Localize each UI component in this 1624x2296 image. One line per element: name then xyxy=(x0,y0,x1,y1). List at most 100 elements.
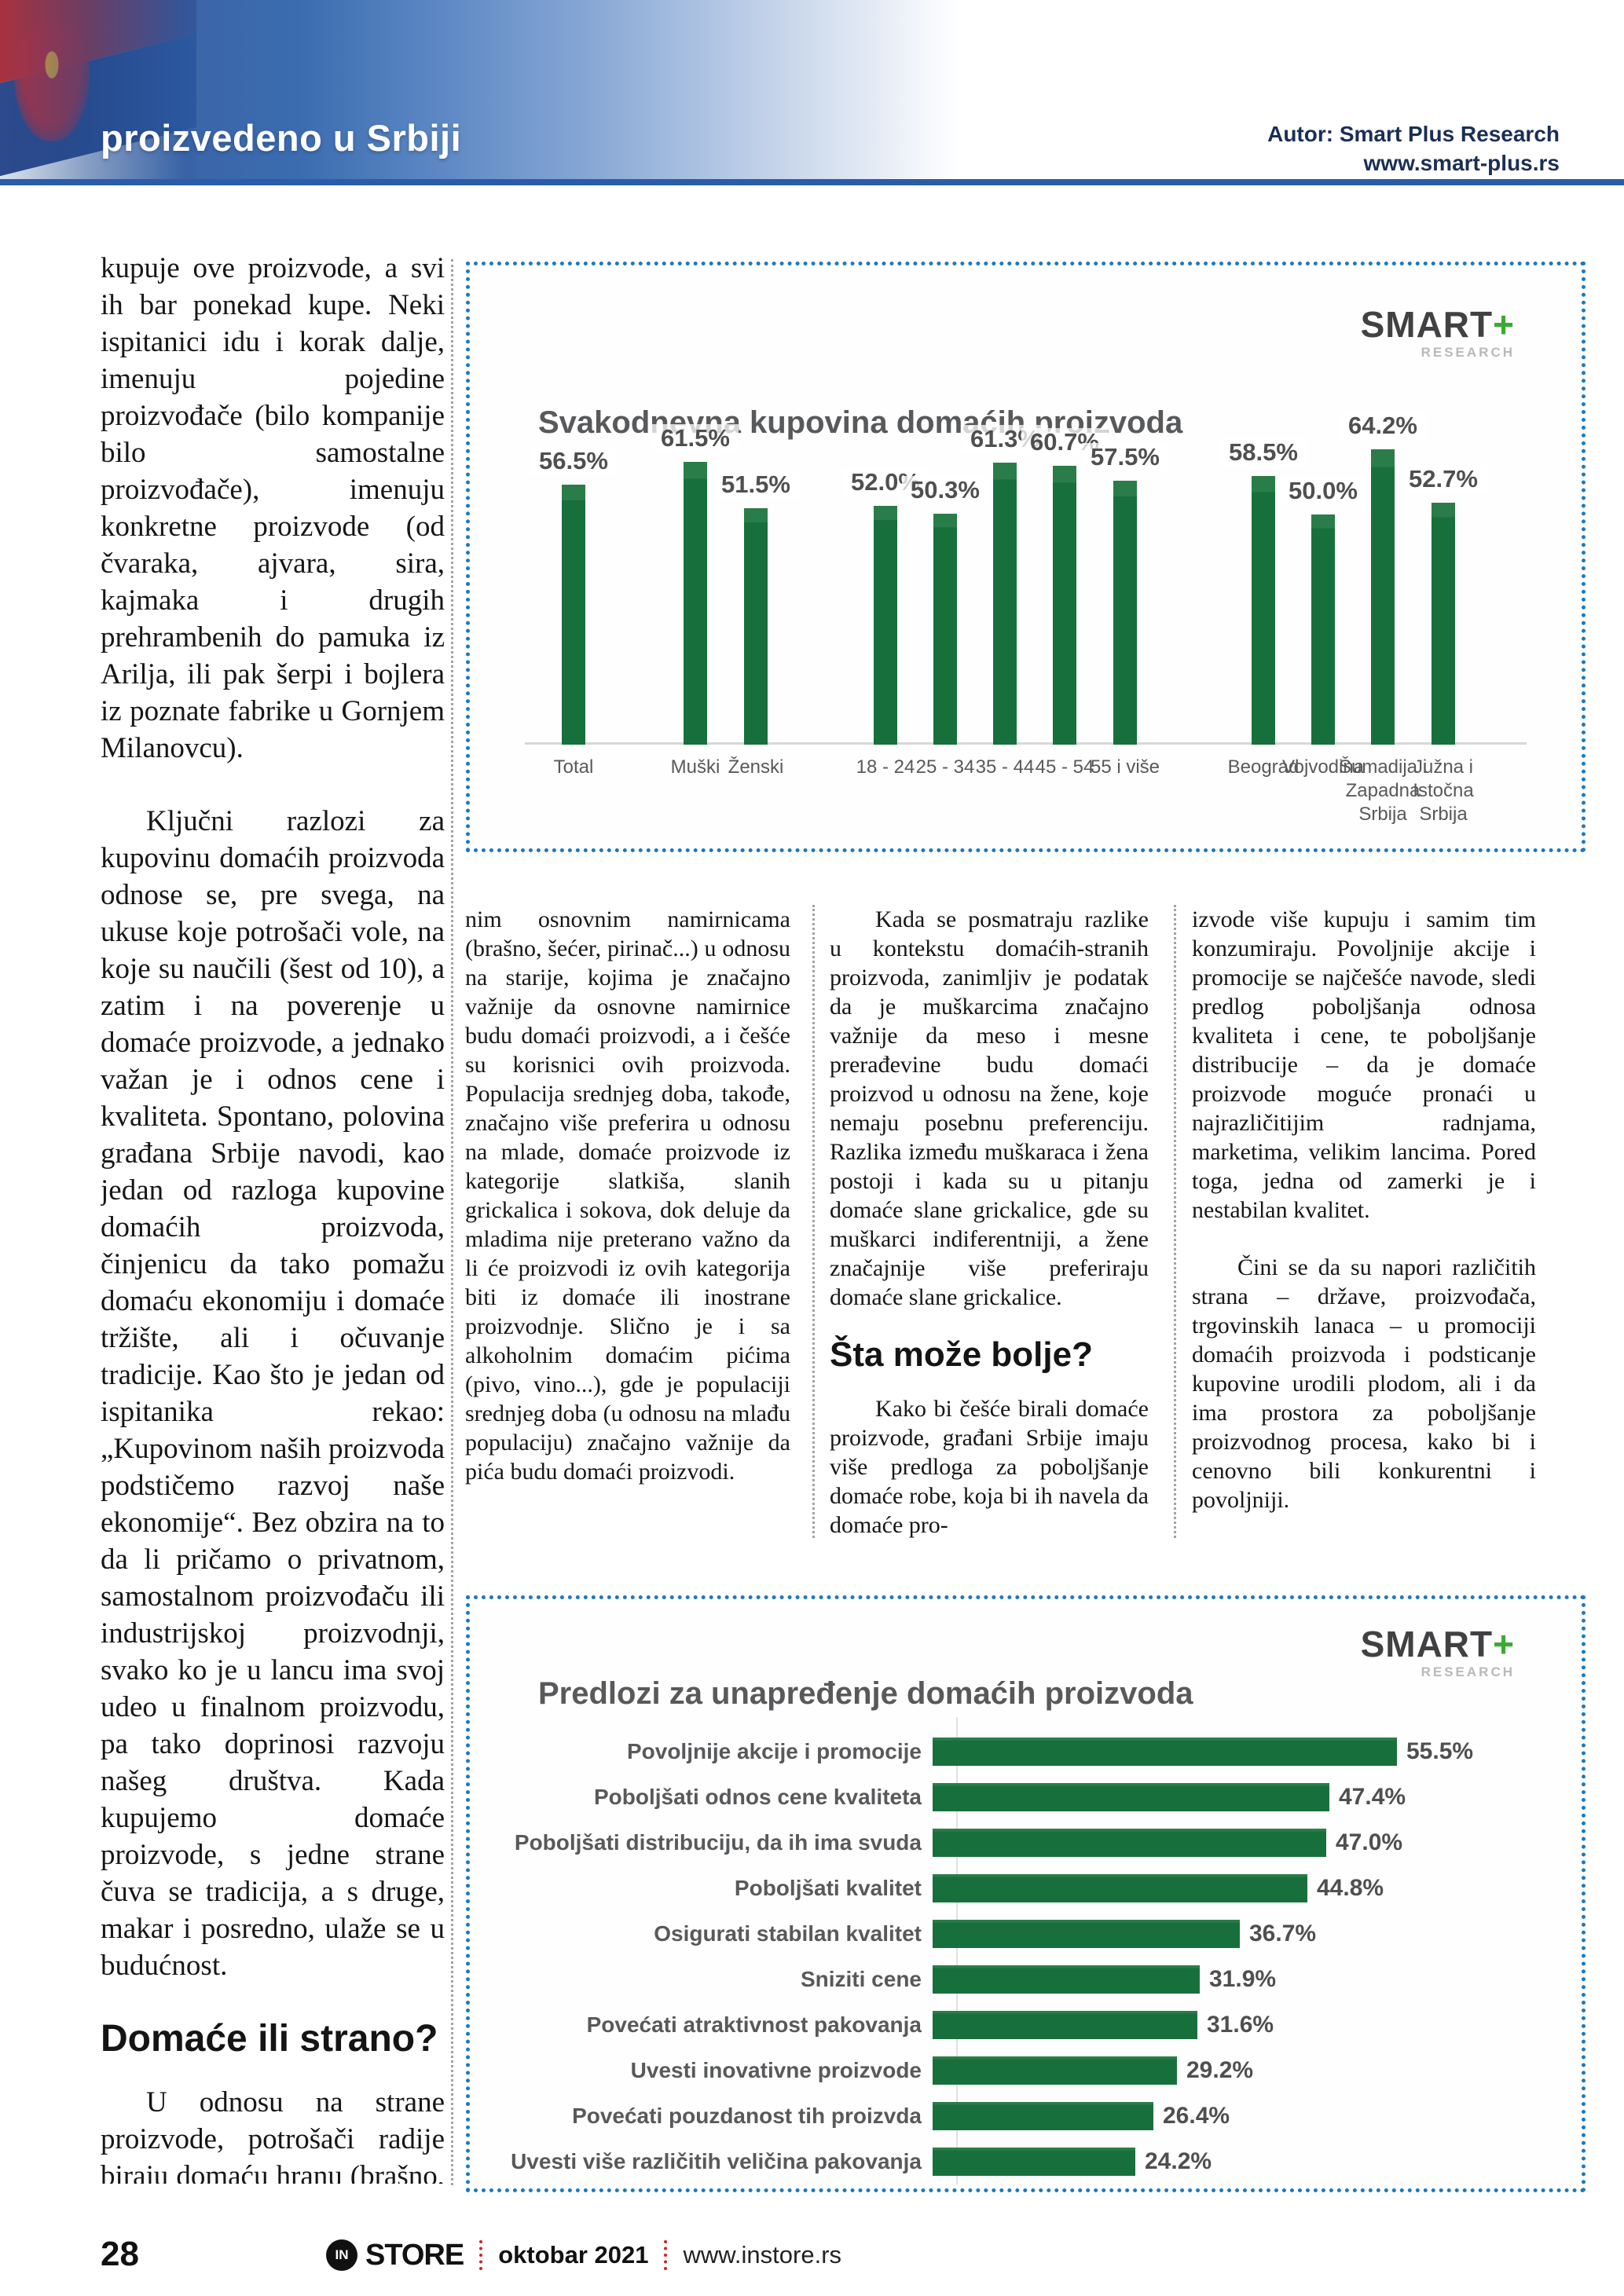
chart2-bar xyxy=(933,1874,1307,1902)
chart2-bar-value: 29.2% xyxy=(1186,2057,1254,2083)
chart2-bar xyxy=(933,2056,1177,2085)
chart1-bar-value: 50.0% xyxy=(1280,477,1366,505)
brand-name: SMART xyxy=(1360,1624,1494,1664)
paragraph: U odnosu na strane proizvode, potrošači … xyxy=(101,2086,445,2184)
paragraph: Kako bi češće birali domaće proizvode, g… xyxy=(830,1396,1149,1538)
author-block: Autor: Smart Plus Research www.smart-plu… xyxy=(1267,119,1560,178)
brand-subtitle: RESEARCH xyxy=(1421,1664,1515,1679)
chart1-category-label: 55 i više xyxy=(1090,756,1160,778)
chart2-row: Poboljšati distribuciju, da ih ima svuda… xyxy=(493,1829,1402,1857)
instore-logo-text: STORE xyxy=(365,2238,464,2272)
chart1-bar-value: 57.5% xyxy=(1082,443,1168,471)
page-header: proizvedeno u Srbiji Autor: Smart Plus R… xyxy=(0,0,1624,185)
chart1-bar xyxy=(1432,503,1455,745)
chart2-row: Poboljšati odnos cene kvaliteta 47.4% xyxy=(493,1783,1406,1811)
chart2-bar-value: 47.4% xyxy=(1339,1784,1406,1810)
chart1-bar xyxy=(1053,466,1076,745)
chart2-category-label: Povoljnije akcije i promocije xyxy=(626,1739,922,1763)
chart2-title: Predlozi za unapređenje domaćih proizvod… xyxy=(538,1676,1193,1711)
footer-magazine-row: IN STORE oktobar 2021 www.instore.rs xyxy=(326,2233,841,2277)
chart1-bar-value: 64.2% xyxy=(1340,412,1426,440)
chart-daily-purchase: SMART+ RESEARCH Svakodnevna kupovina dom… xyxy=(466,262,1586,852)
brand-name: SMART xyxy=(1360,304,1494,345)
article-column-4: izvode više kupuju i samim tim konzumira… xyxy=(1192,905,1536,1587)
chart1-category-label: Južna i Istočna Srbija xyxy=(1413,756,1474,825)
chart2-row: Poboljšati kvalitet 44.8% xyxy=(493,1874,1384,1902)
chart1-category-label: Vojvodina xyxy=(1281,756,1365,778)
chart1-baseline-axis xyxy=(525,742,1527,745)
chart1-bar-value: 56.5% xyxy=(530,447,617,475)
article-column-1: kupuje ove proizvode, a svi ih bar ponek… xyxy=(101,250,445,2184)
chart1-bar xyxy=(1371,449,1395,745)
chart1-bar xyxy=(1113,481,1137,745)
instore-logo-icon: IN xyxy=(326,2239,357,2271)
chart2-row: Povoljnije akcije i promocije 55.5% xyxy=(493,1738,1473,1766)
footer-separator xyxy=(479,2240,483,2270)
chart1-category-label: Total xyxy=(553,756,594,778)
paragraph: kupuje ove proizvode, a svi ih bar ponek… xyxy=(101,252,445,764)
chart2-bar xyxy=(933,1829,1326,1857)
article-column-2: nim osnovnim namirnicama (brašno, šećer,… xyxy=(465,905,790,1587)
chart2-category-label: Poboljšati kvalitet xyxy=(734,1876,922,1900)
chart1-bar xyxy=(684,462,707,745)
chart2-bar-value: 44.8% xyxy=(1317,1875,1384,1901)
chart2-row: Sniziti cene 31.9% xyxy=(493,1965,1276,1994)
smart-plus-research-logo: SMART+ RESEARCH xyxy=(1361,1626,1515,1679)
chart1-category-label: Šumadija i Zapadna Srbija xyxy=(1338,756,1428,825)
brand-plus-icon: + xyxy=(1493,304,1515,345)
chart2-category-label: Uvesti više različitih veličina pakovanj… xyxy=(511,2149,922,2173)
chart1-category-label: 35 - 44 xyxy=(975,756,1035,778)
chart2-bar-value: 24.2% xyxy=(1145,2148,1212,2174)
paragraph: Ključni razlozi za kupovinu domaćih proi… xyxy=(101,805,445,1982)
chart2-row: Osigurati stabilan kvalitet 36.7% xyxy=(493,1920,1316,1948)
footer-separator xyxy=(664,2240,668,2270)
chart1-bar xyxy=(1252,476,1275,745)
chart2-bar xyxy=(933,2102,1153,2130)
chart2-category-label: Osigurati stabilan kvalitet xyxy=(654,1921,922,1946)
chart1-bar-value: 58.5% xyxy=(1220,438,1307,467)
article-column-3: Kada se posmatraju razlike u kontekstu d… xyxy=(830,905,1149,1587)
section-title: proizvedeno u Srbiji xyxy=(101,117,462,159)
chart1-category-label: Muški xyxy=(670,756,720,778)
chart2-bar-value: 47.0% xyxy=(1336,1829,1403,1855)
column-separator xyxy=(812,905,815,1538)
chart2-bar xyxy=(933,2148,1135,2176)
chart2-category-label: Poboljšati odnos cene kvaliteta xyxy=(593,1785,922,1809)
chart1-bar xyxy=(993,463,1017,745)
paragraph: Čini se da su napori različitih strana –… xyxy=(1192,1254,1536,1513)
chart2-bar xyxy=(933,1738,1397,1766)
paragraph: nim osnovnim namirnicama (brašno, šećer,… xyxy=(465,906,790,1485)
chart2-bar-value: 55.5% xyxy=(1406,1738,1474,1764)
subheading-domace-ili-strano: Domaće ili strano? xyxy=(101,2018,438,2060)
chart2-bar-value: 31.6% xyxy=(1207,2012,1274,2038)
chart2-category-label: Uvesti inovativne proizvode xyxy=(630,2058,922,2082)
footer-website: www.instore.rs xyxy=(683,2241,842,2269)
chart2-bar xyxy=(933,2011,1197,2039)
page-footer: 28 IN STORE oktobar 2021 www.instore.rs xyxy=(0,2233,1624,2280)
chart2-bar xyxy=(933,1965,1200,1994)
chart1-category-label: Beograd xyxy=(1227,756,1300,778)
chart1-category-label: 25 - 34 xyxy=(915,756,975,778)
chart1-bar-value: 50.3% xyxy=(902,476,988,504)
subheading-sta-moze-bolje: Šta može bolje? xyxy=(830,1335,1093,1374)
chart1-bar xyxy=(933,514,957,745)
chart1-category-label: 18 - 24 xyxy=(856,756,915,778)
chart2-category-label: Povećati atraktivnost pakovanja xyxy=(586,2012,922,2037)
chart2-row: Povećati atraktivnost pakovanja 31.6% xyxy=(493,2011,1274,2039)
chart1-bar-value: 52.7% xyxy=(1400,465,1487,493)
paragraph: izvode više kupuju i samim tim konzumira… xyxy=(1192,906,1536,1223)
chart-improvement-suggestions: SMART+ RESEARCH Predlozi za unapređenje … xyxy=(466,1595,1586,2192)
chart2-row: Uvesti više različitih veličina pakovanj… xyxy=(493,2148,1212,2176)
chart2-bar xyxy=(933,1920,1240,1948)
column-separator xyxy=(451,259,453,2185)
chart2-bar-value: 31.9% xyxy=(1209,1966,1277,1992)
author-credit: Autor: Smart Plus Research xyxy=(1267,122,1560,146)
chart2-bar xyxy=(933,1783,1329,1811)
chart1-plot: 56.5% Total 61.5% Muški 51.5% Ženski 52.0% 18 -… xyxy=(470,265,1582,825)
chart1-bar-value: 51.5% xyxy=(713,471,799,499)
brand-subtitle: RESEARCH xyxy=(1421,345,1515,360)
column-separator xyxy=(1174,905,1176,1538)
chart2-bar-value: 26.4% xyxy=(1163,2103,1230,2129)
smart-plus-research-logo: SMART+ RESEARCH xyxy=(1361,306,1515,359)
chart1-category-label: 45 - 54 xyxy=(1035,756,1094,778)
